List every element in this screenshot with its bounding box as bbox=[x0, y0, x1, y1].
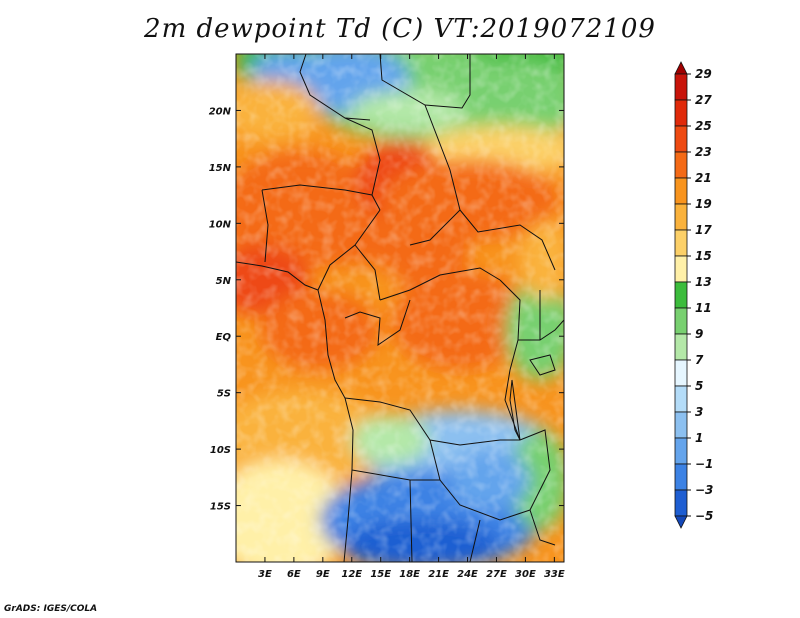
colorbar-swatch bbox=[674, 489, 688, 517]
colorbar-swatch bbox=[674, 203, 688, 231]
border-angola-zambia bbox=[429, 439, 531, 521]
colorbar-swatch bbox=[674, 463, 688, 491]
lat-tick-label: 10S bbox=[210, 445, 231, 456]
colorbar-label: 29 bbox=[695, 67, 712, 81]
lat-tick-label: EQ bbox=[216, 332, 232, 343]
colorbar-swatch bbox=[674, 307, 688, 335]
colorbar: 29 27 25 23 21 19 17 15 13 11 9 7 5 3 1 −1 −3 −5 bbox=[674, 61, 713, 529]
border-algeria-libya bbox=[299, 54, 371, 121]
lat-tick-label: 15N bbox=[209, 163, 232, 174]
colorbar-label: 15 bbox=[695, 249, 712, 263]
lon-tick-label: 21E bbox=[428, 569, 449, 580]
colorbar-swatch bbox=[674, 437, 688, 465]
colorbar-swatch bbox=[674, 255, 688, 283]
colorbar-label: 17 bbox=[695, 223, 712, 237]
colorbar-swatch bbox=[674, 333, 688, 361]
dewpoint-field bbox=[236, 54, 564, 562]
colorbar-swatch bbox=[674, 359, 688, 387]
lon-tick-label: 6E bbox=[287, 569, 301, 580]
border-congo bbox=[344, 299, 411, 346]
border-cameroon bbox=[317, 209, 381, 301]
colorbar-label: −1 bbox=[695, 457, 713, 471]
colorbar-label: 13 bbox=[695, 275, 712, 289]
colorbar-swatch bbox=[674, 281, 688, 309]
longitude-axis: 3E 6E 9E 12E 15E 18E 21E 24E 27E 30E 33E bbox=[258, 54, 565, 580]
colorbar-lower-arrow bbox=[674, 515, 688, 529]
lon-tick-label: 30E bbox=[515, 569, 536, 580]
colorbar-label: 9 bbox=[695, 327, 703, 341]
colorbar-label: −3 bbox=[695, 483, 713, 497]
lon-tick-label: 15E bbox=[370, 569, 391, 580]
colorbar-label: 21 bbox=[695, 171, 712, 185]
lake-victoria bbox=[529, 354, 556, 376]
colorbar-label: 23 bbox=[695, 145, 712, 159]
lake-tanganyika bbox=[509, 379, 521, 441]
colorbar-label: 5 bbox=[695, 379, 703, 393]
latitude-axis: 20N 15N 10N 5N EQ 5S 10S 15S bbox=[209, 106, 564, 513]
border-niger-chad bbox=[344, 117, 381, 211]
colorbar-label: 11 bbox=[695, 301, 712, 315]
lon-tick-label: 33E bbox=[544, 569, 565, 580]
border-zambia-tz bbox=[519, 429, 551, 511]
colorbar-label: 1 bbox=[695, 431, 703, 445]
lat-tick-label: 5S bbox=[217, 389, 231, 400]
colorbar-swatch bbox=[674, 177, 688, 205]
lat-tick-label: 5N bbox=[216, 276, 232, 287]
lat-tick-label: 15S bbox=[210, 502, 231, 513]
lat-tick-label: 10N bbox=[209, 219, 232, 230]
lon-tick-label: 24E bbox=[457, 569, 478, 580]
plot-frame bbox=[235, 53, 565, 563]
lon-tick-label: 3E bbox=[258, 569, 272, 580]
lon-tick-label: 12E bbox=[341, 569, 362, 580]
map-title: 2m dewpoint Td (C) VT:2019072109 bbox=[144, 14, 656, 44]
colorbar-label: 7 bbox=[695, 353, 704, 367]
country-borders bbox=[236, 54, 564, 562]
colorbar-swatch bbox=[674, 73, 688, 101]
border-drc-east bbox=[499, 279, 521, 441]
colorbar-swatch bbox=[674, 411, 688, 439]
colorbar-label: 25 bbox=[695, 119, 712, 133]
colorbar-upper-arrow bbox=[674, 61, 688, 75]
colorbar-swatch bbox=[674, 99, 688, 127]
lon-tick-label: 27E bbox=[486, 569, 507, 580]
colorbar-label: 27 bbox=[695, 93, 712, 107]
colorbar-label: 3 bbox=[695, 405, 703, 419]
border-libya-egypt bbox=[379, 54, 471, 109]
colorbar-swatch bbox=[674, 385, 688, 413]
colorbar-label: 19 bbox=[695, 197, 712, 211]
grads-credit: GrADS: IGES/COLA bbox=[4, 604, 98, 614]
colorbar-label: −5 bbox=[695, 509, 713, 523]
lon-tick-label: 9E bbox=[316, 569, 330, 580]
border-sudan-south bbox=[459, 209, 556, 271]
colorbar-swatch bbox=[674, 151, 688, 179]
border-uganda-kenya bbox=[518, 290, 564, 341]
border-southern bbox=[469, 509, 556, 562]
border-namibia bbox=[351, 469, 440, 562]
colorbar-swatch bbox=[674, 229, 688, 257]
lon-tick-label: 18E bbox=[399, 569, 420, 580]
border-nigeria bbox=[261, 184, 373, 263]
colorbar-swatch bbox=[674, 125, 688, 153]
border-car bbox=[379, 267, 501, 301]
lat-tick-label: 20N bbox=[209, 106, 232, 117]
